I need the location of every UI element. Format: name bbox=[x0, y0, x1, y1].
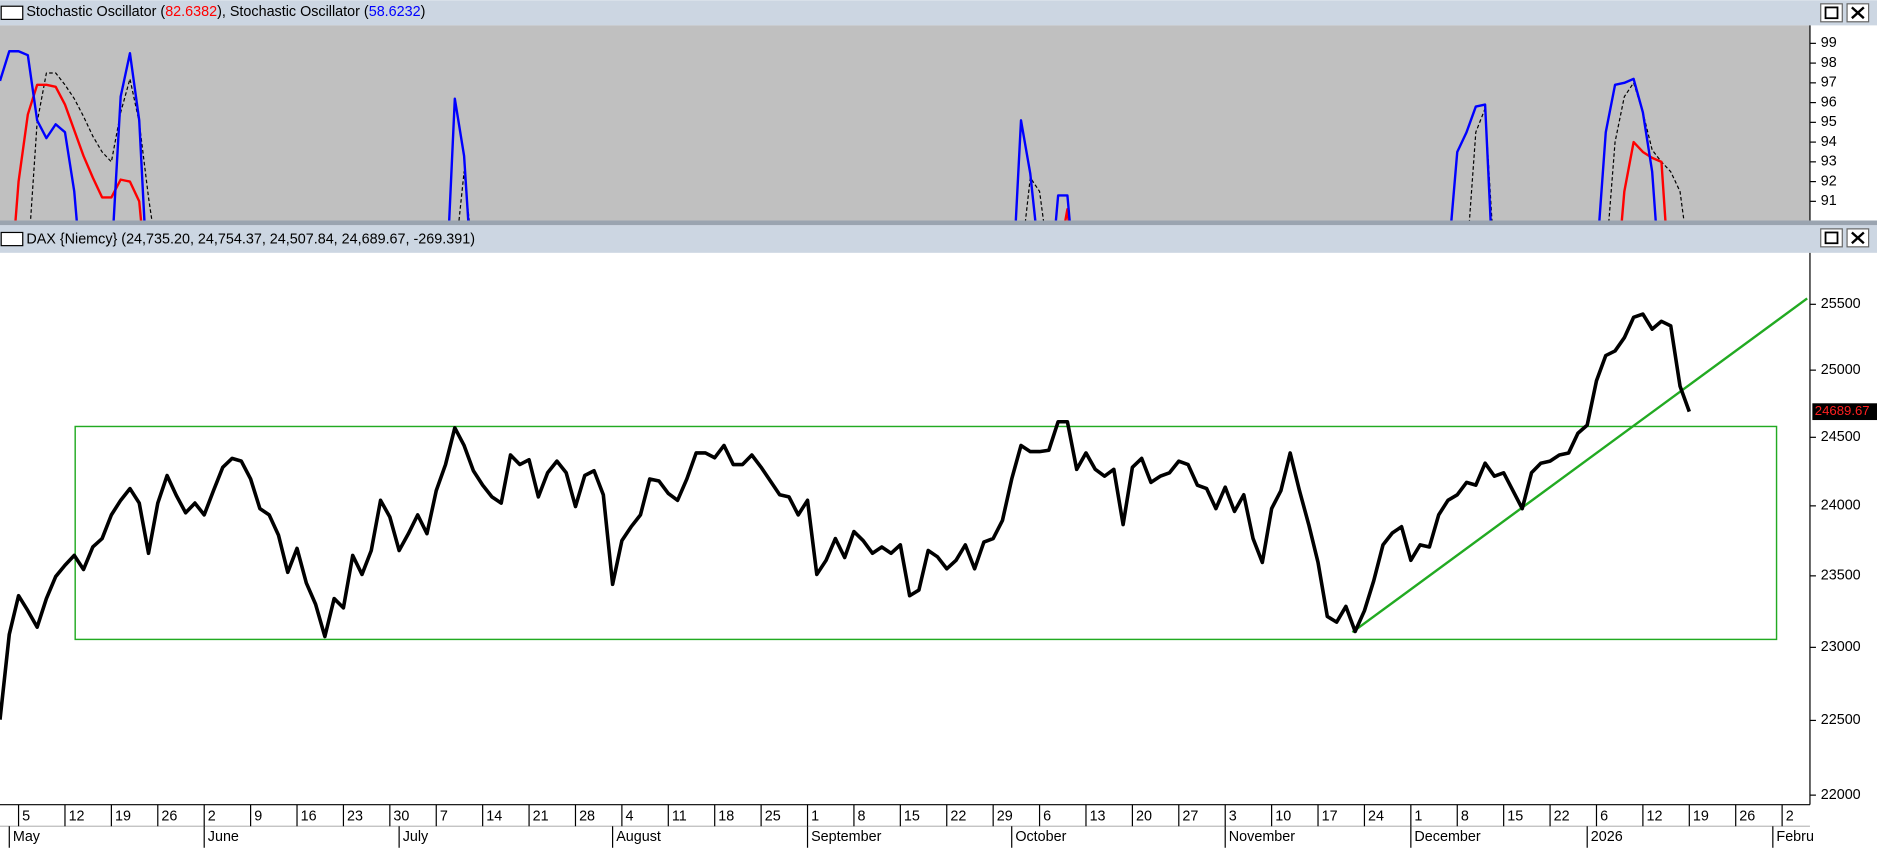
month-label: October bbox=[1015, 829, 1066, 845]
x-tick-label: 22 bbox=[950, 808, 966, 824]
last-price-box bbox=[1812, 403, 1877, 421]
x-tick-label: 26 bbox=[1739, 808, 1755, 824]
title-part: ), Stochastic Oscillator ( bbox=[217, 4, 369, 20]
y-tick-label: 22500 bbox=[1821, 712, 1861, 728]
pane-title: Stochastic Oscillator (82.6382), Stochas… bbox=[26, 4, 425, 20]
month-label: November bbox=[1229, 829, 1295, 845]
x-tick-label: 8 bbox=[1461, 808, 1469, 824]
x-tick-label: 12 bbox=[69, 808, 85, 824]
y-tick-label: 23000 bbox=[1821, 639, 1861, 655]
x-tick-label: 26 bbox=[161, 808, 177, 824]
x-tick-label: 4 bbox=[625, 808, 633, 824]
y-tick-label: 95 bbox=[1821, 114, 1837, 130]
y-tick-label: 92 bbox=[1821, 173, 1837, 189]
x-tick-label: 12 bbox=[1646, 808, 1662, 824]
x-tick-label: 15 bbox=[1507, 808, 1523, 824]
y-tick-label: 93 bbox=[1821, 154, 1837, 170]
x-tick-label: 30 bbox=[393, 808, 409, 824]
x-tick-label: 8 bbox=[858, 808, 866, 824]
x-tick-label: 20 bbox=[1136, 808, 1152, 824]
month-label: Febru bbox=[1776, 829, 1814, 845]
y-tick-label: 98 bbox=[1821, 55, 1837, 71]
x-tick-label: 1 bbox=[811, 808, 819, 824]
x-tick-label: 23 bbox=[347, 808, 363, 824]
x-tick-label: 27 bbox=[1182, 808, 1198, 824]
x-tick-label: 6 bbox=[1043, 808, 1051, 824]
title-part: 82.6382 bbox=[165, 4, 217, 20]
maximize-icon bbox=[1824, 6, 1839, 20]
title-part: ) bbox=[421, 4, 426, 20]
y-tick-label: 97 bbox=[1821, 75, 1837, 91]
month-label: December bbox=[1414, 829, 1480, 845]
y-tick-label: 96 bbox=[1821, 94, 1837, 110]
range-box bbox=[74, 425, 1778, 641]
pane-header bbox=[0, 0, 1877, 26]
maximize-icon bbox=[1824, 231, 1839, 245]
y-tick-label: 91 bbox=[1821, 193, 1837, 209]
x-tick-label: 15 bbox=[904, 808, 920, 824]
close-icon bbox=[1851, 231, 1865, 245]
x-tick-label: 18 bbox=[718, 808, 734, 824]
x-tick-label: 25 bbox=[765, 808, 781, 824]
y-tick-label: 25000 bbox=[1821, 362, 1861, 378]
plot-area bbox=[0, 50, 1685, 221]
x-tick-label: 2 bbox=[1786, 808, 1794, 824]
y-tick-label: 24500 bbox=[1821, 429, 1861, 445]
month-label: August bbox=[616, 829, 661, 845]
trend-line bbox=[1351, 297, 1808, 634]
month-label: July bbox=[403, 829, 429, 845]
x-tick-label: 10 bbox=[1275, 808, 1291, 824]
price-line bbox=[0, 312, 1691, 720]
oscillator-line bbox=[29, 72, 1685, 221]
x-tick-label: 9 bbox=[254, 808, 262, 824]
x-tick-label: 22 bbox=[1554, 808, 1570, 824]
y-tick-label: 99 bbox=[1821, 35, 1837, 51]
pane-title: DAX {Niemcy} (24,735.20, 24,754.37, 24,5… bbox=[26, 231, 475, 247]
last-price-label: 24689.67 bbox=[1815, 403, 1870, 418]
month-label: September bbox=[811, 829, 881, 845]
month-label: May bbox=[13, 829, 41, 845]
plot-background bbox=[0, 25, 1810, 221]
close-icon bbox=[1851, 6, 1865, 20]
month-label: 2026 bbox=[1591, 829, 1623, 845]
title-part: Stochastic Oscillator ( bbox=[26, 4, 165, 20]
pane-icon bbox=[0, 231, 24, 247]
y-tick-label: 23500 bbox=[1821, 568, 1861, 584]
x-tick-label: 19 bbox=[1693, 808, 1709, 824]
pane-header bbox=[0, 225, 1877, 253]
plot-area bbox=[0, 297, 1808, 720]
x-tick-label: 7 bbox=[440, 808, 448, 824]
x-tick-label: 14 bbox=[486, 808, 502, 824]
pane-splitter bbox=[0, 220, 1877, 226]
x-tick-label: 29 bbox=[997, 808, 1013, 824]
x-tick-label: 1 bbox=[1414, 808, 1422, 824]
x-tick-label: 28 bbox=[579, 808, 595, 824]
month-label: June bbox=[208, 829, 239, 845]
x-tick-label: 6 bbox=[1600, 808, 1608, 824]
y-tick-label: 22000 bbox=[1821, 787, 1861, 803]
y-tick-label: 24000 bbox=[1821, 498, 1861, 514]
x-tick-label: 11 bbox=[672, 808, 687, 824]
x-tick-label: 24 bbox=[1368, 808, 1384, 824]
x-tick-label: 3 bbox=[1229, 808, 1237, 824]
x-tick-label: 19 bbox=[115, 808, 131, 824]
x-tick-label: 5 bbox=[22, 808, 30, 824]
oscillator-line bbox=[0, 50, 1657, 221]
y-tick-label: 94 bbox=[1821, 134, 1837, 150]
x-tick-label: 21 bbox=[533, 808, 549, 824]
window-buttons bbox=[1820, 3, 1870, 248]
title-part: 58.6232 bbox=[369, 4, 421, 20]
x-tick-label: 17 bbox=[1322, 808, 1338, 824]
pane-icon bbox=[0, 5, 24, 20]
x-tick-label: 2 bbox=[208, 808, 216, 824]
y-tick-label: 25500 bbox=[1821, 296, 1861, 312]
x-tick-label: 16 bbox=[301, 808, 317, 824]
oscillator-line bbox=[14, 83, 1667, 221]
x-tick-label: 13 bbox=[1090, 808, 1106, 824]
